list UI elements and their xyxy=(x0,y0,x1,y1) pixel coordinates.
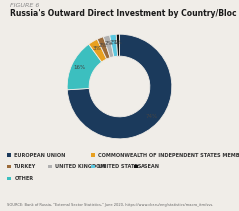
Wedge shape xyxy=(110,34,118,57)
Wedge shape xyxy=(67,44,102,90)
Wedge shape xyxy=(67,34,172,139)
Text: 2%: 2% xyxy=(104,41,113,46)
Text: Russia's Outward Direct Investment by Country/Bloc (2018): Russia's Outward Direct Investment by Co… xyxy=(10,9,239,19)
Wedge shape xyxy=(116,34,120,56)
Wedge shape xyxy=(97,37,110,59)
Text: EUROPEAN UNION: EUROPEAN UNION xyxy=(14,153,66,158)
Text: OTHER: OTHER xyxy=(14,176,33,181)
Text: TURKEY: TURKEY xyxy=(14,164,37,169)
Text: 1%: 1% xyxy=(114,40,122,45)
Text: FIGURE 6: FIGURE 6 xyxy=(10,3,39,8)
Text: UNITED STATES: UNITED STATES xyxy=(98,164,141,169)
Wedge shape xyxy=(103,35,114,58)
Text: ASEAN: ASEAN xyxy=(141,164,160,169)
Text: 16%: 16% xyxy=(74,65,86,70)
Text: SOURCE: Bank of Russia, "External Sector Statistics," June 2020, https://www.cbr: SOURCE: Bank of Russia, "External Sector… xyxy=(7,203,213,207)
Text: 3%: 3% xyxy=(93,46,101,51)
Text: COMMONWEALTH OF INDEPENDENT STATES MEMBERS: COMMONWEALTH OF INDEPENDENT STATES MEMBE… xyxy=(98,153,239,158)
Text: 2%: 2% xyxy=(99,43,108,48)
Text: UNITED KINGDOM: UNITED KINGDOM xyxy=(55,164,105,169)
Wedge shape xyxy=(89,39,107,62)
Text: 2%: 2% xyxy=(110,40,118,45)
Text: 74%: 74% xyxy=(146,114,158,119)
